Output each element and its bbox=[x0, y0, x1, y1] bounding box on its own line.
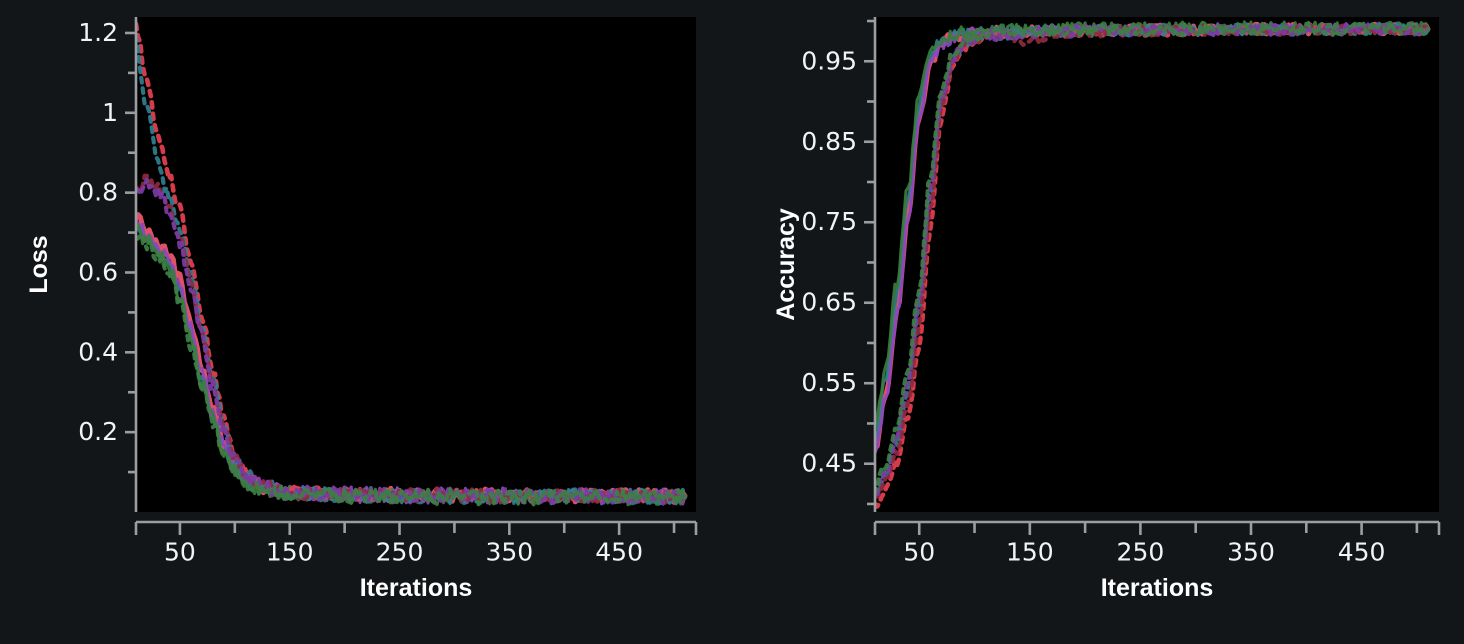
x-axis: 50 150 250 350 450 bbox=[873, 520, 1441, 566]
series-line-val-dashed-green bbox=[136, 232, 688, 507]
x-tick-label: 150 bbox=[1006, 537, 1054, 566]
series-line-val-dashed-purple bbox=[136, 177, 688, 506]
x-axis-title: Iterations bbox=[360, 574, 473, 602]
series-line-val-dashed-green bbox=[875, 21, 1430, 496]
y-axis: 0.45 0.55 0.65 0.75 0.85 0.95 bbox=[801, 17, 877, 512]
y-tick-label: 0.65 bbox=[801, 288, 857, 317]
y-tick-label: 0.45 bbox=[801, 449, 857, 478]
y-tick-label: 0.95 bbox=[801, 46, 857, 75]
y-axis-title: Loss bbox=[25, 235, 53, 293]
y-tick-label: 0.85 bbox=[801, 127, 857, 156]
series-group bbox=[136, 21, 688, 507]
y-tick-label: 0.75 bbox=[801, 207, 857, 236]
accuracy-panel: 0.45 0.55 0.65 0.75 0.85 0.95 50 150 250 350 450 It… bbox=[732, 0, 1464, 644]
loss-panel: 0.2 0.4 0.6 0.8 1 1.2 50 150 250 350 450 Iterations… bbox=[0, 0, 732, 644]
series-group bbox=[875, 20, 1431, 509]
x-tick-label: 450 bbox=[595, 537, 643, 566]
x-tick-label: 150 bbox=[266, 537, 314, 566]
x-tick-label: 250 bbox=[1117, 537, 1165, 566]
y-axis: 0.2 0.4 0.6 0.8 1 1.2 bbox=[78, 17, 138, 512]
accuracy-chart-svg[interactable]: 0.45 0.55 0.65 0.75 0.85 0.95 50 150 250 350 450 It… bbox=[732, 0, 1464, 644]
y-axis-title: Accuracy bbox=[772, 208, 800, 321]
x-tick-label: 350 bbox=[1227, 537, 1275, 566]
x-axis-title: Iterations bbox=[1101, 574, 1214, 602]
y-tick-label: 1.2 bbox=[78, 18, 118, 47]
y-tick-label: 0.55 bbox=[801, 368, 857, 397]
y-tick-label: 1 bbox=[102, 98, 118, 127]
loss-chart-svg[interactable]: 0.2 0.4 0.6 0.8 1 1.2 50 150 250 350 450 Iterations… bbox=[0, 0, 732, 644]
x-tick-label: 450 bbox=[1338, 537, 1386, 566]
x-tick-label: 50 bbox=[164, 537, 196, 566]
x-tick-label: 250 bbox=[376, 537, 424, 566]
y-tick-label: 0.4 bbox=[78, 337, 118, 366]
plot-background bbox=[875, 17, 1439, 512]
y-tick-label: 0.2 bbox=[78, 417, 118, 446]
y-tick-label: 0.6 bbox=[78, 257, 118, 286]
x-tick-label: 350 bbox=[485, 537, 533, 566]
x-axis: 50 150 250 350 450 bbox=[134, 520, 698, 566]
y-tick-label: 0.8 bbox=[78, 178, 118, 207]
x-tick-label: 50 bbox=[903, 537, 935, 566]
